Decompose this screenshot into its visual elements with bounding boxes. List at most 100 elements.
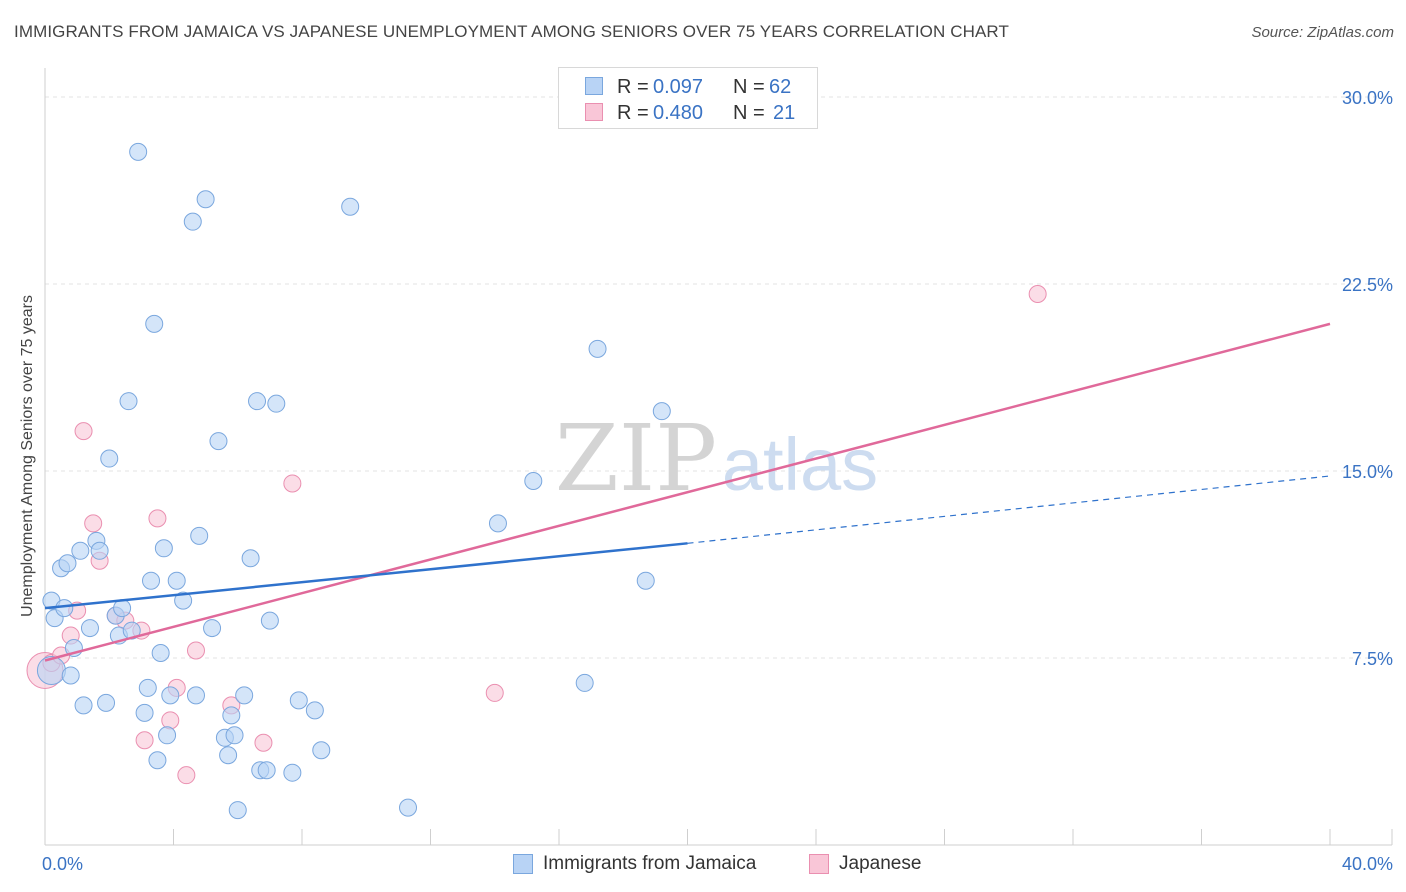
- data-point-jamaica: [151, 644, 170, 663]
- data-point-jamaica: [119, 392, 138, 411]
- data-point-jamaica: [636, 571, 655, 590]
- series-japanese-points: [26, 284, 1047, 785]
- grid-lines: [45, 96, 1392, 659]
- data-point-jamaica: [74, 696, 93, 715]
- trend-line-jamaica: [44, 542, 688, 610]
- bottom-legend-label-japanese: Japanese: [839, 853, 922, 874]
- data-point-japanese: [254, 733, 273, 752]
- data-point-jamaica: [575, 673, 594, 692]
- legend-swatch-jamaica: [585, 77, 603, 95]
- data-point-jamaica: [161, 686, 180, 705]
- bottom-legend-swatch-jamaica: [513, 854, 533, 874]
- data-point-jamaica: [399, 798, 418, 817]
- bottom-legend-swatch-japanese: [809, 854, 829, 874]
- data-point-japanese: [283, 474, 302, 493]
- data-point-jamaica: [154, 539, 173, 558]
- data-point-jamaica: [305, 701, 324, 720]
- data-point-jamaica: [225, 726, 244, 745]
- watermark-atlas: atlas: [722, 423, 878, 506]
- data-point-japanese: [186, 641, 205, 660]
- data-point-jamaica: [145, 314, 164, 333]
- data-point-jamaica: [235, 686, 254, 705]
- data-point-jamaica: [142, 571, 161, 590]
- data-point-japanese: [84, 514, 103, 533]
- data-point-jamaica: [100, 449, 119, 468]
- data-point-jamaica: [190, 526, 209, 545]
- data-point-jamaica: [186, 686, 205, 705]
- data-point-jamaica: [90, 541, 109, 560]
- bottom-legend-label-jamaica: Immigrants from Jamaica: [543, 853, 757, 874]
- data-point-jamaica: [61, 666, 80, 685]
- data-point-jamaica: [129, 142, 148, 161]
- trend-line-jamaica-extension: [687, 475, 1331, 544]
- data-point-jamaica: [203, 619, 222, 638]
- y-tick-label: 7.5%: [1352, 649, 1393, 669]
- data-point-jamaica: [148, 751, 167, 770]
- y-tick-label: 30.0%: [1342, 88, 1393, 108]
- source-label: Source: ZipAtlas.com: [1251, 24, 1394, 41]
- x-tick-label: 40.0%: [1342, 854, 1393, 874]
- data-point-jamaica: [588, 339, 607, 358]
- legend-n-label: N =: [733, 76, 765, 98]
- data-point-jamaica: [289, 691, 308, 710]
- data-point-japanese: [161, 711, 180, 730]
- data-point-japanese: [74, 422, 93, 441]
- legend-r-value-japanese: 0.480: [653, 102, 704, 124]
- tick-labels: 7.5% 15.0% 22.5% 30.0% 0.0% 40.0%: [42, 88, 1393, 874]
- data-point-jamaica: [209, 432, 228, 451]
- legend-r-value-jamaica: 0.097: [653, 76, 704, 98]
- legend-r-label: R =: [617, 76, 649, 98]
- legend-r-label: R =: [617, 102, 649, 124]
- legend-swatch-japanese: [585, 103, 603, 121]
- data-point-jamaica: [248, 392, 267, 411]
- data-point-jamaica: [36, 655, 66, 685]
- data-point-jamaica: [257, 761, 276, 780]
- data-point-japanese: [135, 731, 154, 750]
- data-point-jamaica: [71, 541, 90, 560]
- data-point-jamaica: [138, 678, 157, 697]
- data-point-jamaica: [524, 471, 543, 490]
- data-point-jamaica: [341, 197, 360, 216]
- data-point-jamaica: [97, 693, 116, 712]
- data-point-jamaica: [652, 402, 671, 421]
- y-tick-label: 22.5%: [1342, 275, 1393, 295]
- trend-line-japanese: [44, 322, 1331, 662]
- data-point-jamaica: [267, 394, 286, 413]
- data-point-jamaica: [260, 611, 279, 630]
- data-point-jamaica: [80, 619, 99, 638]
- data-point-jamaica: [58, 554, 77, 573]
- legend-n-value-japanese: 21: [773, 102, 796, 124]
- chart-title: IMMIGRANTS FROM JAMAICA VS JAPANESE UNEM…: [14, 22, 1009, 41]
- y-axis-label: Unemployment Among Seniors over 75 years: [19, 295, 36, 617]
- data-point-jamaica: [158, 726, 177, 745]
- trend-lines: [44, 322, 1331, 662]
- series-jamaica-points: [36, 142, 671, 820]
- axes: [44, 68, 1393, 846]
- data-point-japanese: [177, 766, 196, 785]
- x-tick-label: 0.0%: [42, 854, 83, 874]
- watermark: ZIP atlas: [555, 405, 878, 512]
- data-point-japanese: [148, 509, 167, 528]
- data-point-japanese: [1028, 284, 1047, 303]
- correlation-legend: R = 0.097 N = 62 R = 0.480 N = 21: [558, 67, 818, 129]
- data-point-jamaica: [196, 190, 215, 209]
- data-point-jamaica: [183, 212, 202, 231]
- data-point-japanese: [485, 683, 504, 702]
- data-point-jamaica: [55, 599, 74, 618]
- data-point-jamaica: [167, 571, 186, 590]
- data-point-jamaica: [174, 591, 193, 610]
- legend-n-value-jamaica: 62: [769, 76, 792, 98]
- data-point-jamaica: [312, 741, 331, 760]
- data-point-jamaica: [228, 801, 247, 820]
- data-point-jamaica: [135, 703, 154, 722]
- watermark-zip: ZIP: [555, 405, 717, 512]
- legend-n-label: N =: [733, 102, 765, 124]
- data-point-jamaica: [219, 746, 238, 765]
- data-point-jamaica: [222, 706, 241, 725]
- y-tick-label: 15.0%: [1342, 462, 1393, 482]
- data-point-jamaica: [122, 621, 141, 640]
- data-point-jamaica: [488, 514, 507, 533]
- data-point-jamaica: [283, 763, 302, 782]
- data-point-jamaica: [241, 549, 260, 568]
